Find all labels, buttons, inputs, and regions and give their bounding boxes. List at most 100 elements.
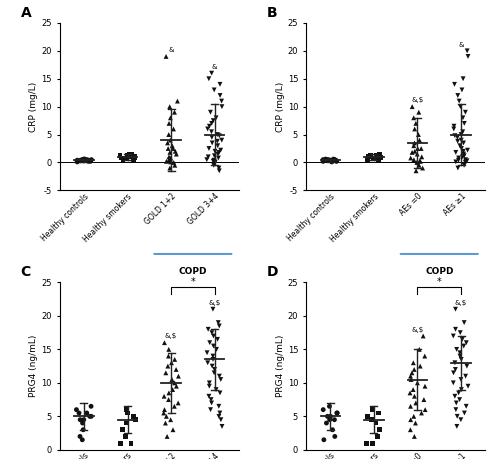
Point	[127, 439, 135, 447]
Point	[319, 406, 327, 413]
Point	[124, 151, 132, 159]
Point	[326, 157, 334, 164]
Point	[462, 373, 469, 380]
Point	[374, 154, 382, 162]
Point	[364, 156, 372, 163]
Point	[208, 120, 216, 127]
Point	[208, 139, 216, 146]
Point	[210, 332, 218, 340]
Point	[462, 157, 470, 165]
Point	[210, 342, 218, 350]
Point	[212, 386, 220, 393]
Point	[218, 97, 226, 105]
Point	[320, 436, 328, 443]
Point	[210, 86, 218, 94]
Point	[204, 325, 212, 333]
Point	[457, 131, 465, 138]
Point	[204, 359, 212, 366]
Point	[454, 138, 462, 145]
Point	[368, 406, 376, 413]
Point	[78, 420, 86, 427]
Point	[458, 336, 466, 343]
Point	[72, 406, 80, 413]
Point	[119, 156, 127, 163]
Point	[333, 409, 341, 417]
Point	[456, 103, 464, 110]
Point	[208, 128, 216, 135]
Point	[460, 319, 468, 326]
Point	[414, 131, 422, 138]
Point	[76, 433, 84, 440]
Point	[205, 75, 213, 83]
Point	[330, 157, 338, 164]
Point	[406, 416, 414, 423]
Point	[206, 123, 214, 130]
Point	[216, 373, 224, 380]
Point	[160, 409, 168, 417]
Point	[118, 154, 126, 162]
Point	[452, 399, 460, 407]
Point	[410, 142, 418, 149]
Point	[205, 392, 213, 400]
Point	[410, 413, 418, 420]
Point	[216, 81, 224, 88]
Point	[208, 329, 216, 336]
Point	[458, 153, 466, 161]
Point	[130, 153, 138, 161]
Point	[76, 416, 84, 423]
Point	[332, 157, 340, 164]
Point	[212, 114, 220, 122]
Point	[464, 146, 471, 154]
Point	[410, 125, 418, 133]
Point	[408, 103, 416, 110]
Point	[460, 162, 468, 169]
Point	[416, 157, 424, 164]
Point	[418, 409, 426, 417]
Point	[206, 379, 214, 386]
Point	[164, 145, 172, 152]
Point	[215, 149, 223, 156]
Point	[412, 399, 420, 407]
Text: &: &	[168, 47, 174, 53]
Point	[125, 151, 133, 158]
Point	[160, 339, 168, 347]
Point	[214, 154, 222, 162]
Point	[73, 157, 81, 164]
Point	[365, 153, 373, 160]
Point	[452, 158, 460, 166]
Point	[376, 151, 384, 158]
Point	[130, 156, 138, 163]
Y-axis label: CRP (mg/L): CRP (mg/L)	[30, 82, 38, 132]
Point	[456, 329, 464, 336]
Point	[165, 131, 173, 138]
Point	[208, 363, 216, 370]
Point	[410, 139, 418, 146]
Point	[165, 156, 173, 163]
Point	[79, 157, 87, 164]
Point	[458, 145, 466, 152]
Point	[164, 396, 172, 403]
Point	[460, 342, 468, 350]
Point	[218, 423, 226, 430]
Point	[419, 332, 427, 340]
Point	[410, 366, 418, 373]
Text: *: *	[190, 277, 195, 286]
Point	[210, 366, 218, 373]
Point	[374, 433, 382, 440]
Point	[83, 156, 91, 163]
Point	[170, 356, 178, 363]
Point	[162, 53, 170, 60]
Point	[204, 125, 212, 133]
Point	[457, 376, 465, 383]
Point	[452, 149, 460, 156]
Point	[451, 359, 459, 366]
Point	[214, 131, 222, 138]
Point	[410, 433, 418, 440]
Point	[464, 382, 472, 390]
Point	[410, 114, 418, 122]
Point	[454, 157, 462, 164]
Point	[406, 403, 414, 410]
Point	[454, 164, 462, 172]
Point	[410, 156, 418, 163]
Point	[208, 134, 216, 141]
